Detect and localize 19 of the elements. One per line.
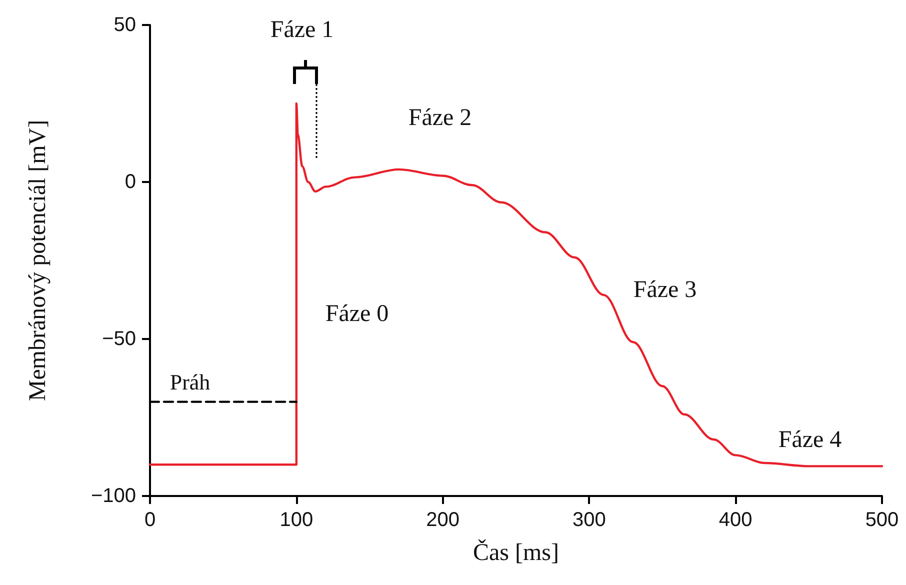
- annotation: Fáze 3: [633, 277, 697, 303]
- annotation: Fáze 0: [325, 301, 389, 327]
- annotation: Fáze 1: [270, 17, 334, 43]
- x-tick-label: 300: [572, 509, 606, 531]
- annotation: Fáze 4: [778, 427, 842, 453]
- line-series: [148, 102, 884, 468]
- annotation: Fáze 2: [408, 105, 472, 131]
- y-axis-title: Membránový potenciál [mV]: [25, 120, 51, 402]
- x-tick-label: 400: [718, 509, 752, 531]
- y-tick-label: −100: [90, 485, 136, 507]
- x-tick-label: 200: [426, 509, 460, 531]
- x-tick-label: 0: [144, 509, 156, 531]
- x-tick-label: 500: [865, 509, 899, 531]
- y-tick-label: 0: [124, 171, 136, 193]
- x-axis-title: Čas [ms]: [473, 539, 559, 566]
- y-tick-label: 50: [114, 14, 136, 36]
- y-tick-label: −50: [102, 328, 136, 350]
- series-label: Práh: [170, 369, 210, 394]
- x-tick-label: 100: [280, 509, 314, 531]
